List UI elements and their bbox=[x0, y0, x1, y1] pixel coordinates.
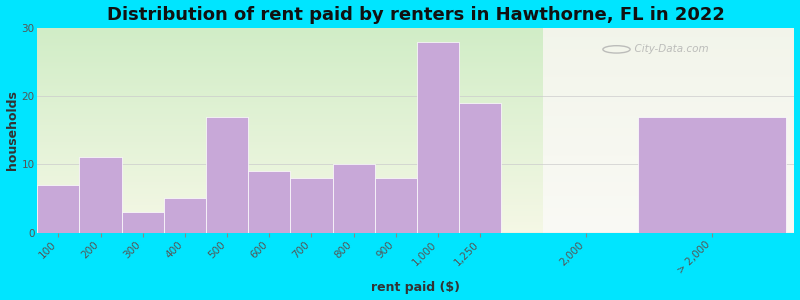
Bar bbox=[122, 212, 164, 232]
Y-axis label: households: households bbox=[6, 90, 18, 170]
Bar bbox=[459, 103, 502, 232]
Bar bbox=[417, 41, 459, 232]
Title: Distribution of rent paid by renters in Hawthorne, FL in 2022: Distribution of rent paid by renters in … bbox=[107, 6, 725, 24]
Bar bbox=[374, 178, 417, 232]
Bar bbox=[38, 185, 79, 233]
Bar bbox=[333, 164, 374, 232]
Text: City-Data.com: City-Data.com bbox=[628, 44, 709, 54]
X-axis label: rent paid ($): rent paid ($) bbox=[371, 281, 460, 294]
Bar bbox=[164, 198, 206, 232]
Bar bbox=[290, 178, 333, 232]
Bar bbox=[79, 158, 122, 232]
Bar bbox=[206, 117, 248, 232]
Bar bbox=[248, 171, 290, 232]
Bar bbox=[638, 117, 786, 232]
